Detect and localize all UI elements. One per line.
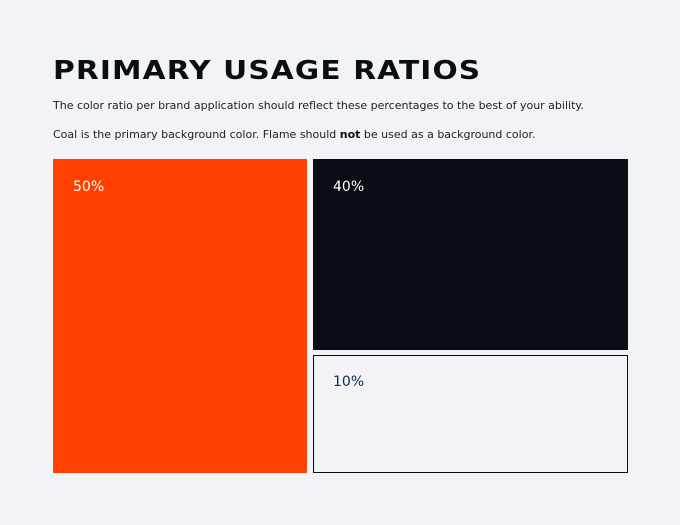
flame-ratio-label: 50%: [73, 179, 105, 195]
flame-ratio-block: [53, 159, 307, 473]
coal-ratio-block: [313, 159, 628, 350]
usage-note-emphasis: not: [339, 128, 361, 141]
usage-note-before: Coal is the primary background color. Fl…: [53, 128, 340, 141]
usage-note-after: be used as a background color.: [360, 128, 536, 141]
coal-ratio-label: 40%: [333, 179, 365, 195]
usage-note: Coal is the primary background color. Fl…: [53, 128, 535, 142]
intro-text: The color ratio per brand application sh…: [53, 99, 584, 112]
light-ratio-label: 10%: [333, 374, 365, 390]
page-title: PRIMARY USAGE RATIOS: [53, 56, 482, 86]
light-ratio-block: [313, 355, 628, 473]
